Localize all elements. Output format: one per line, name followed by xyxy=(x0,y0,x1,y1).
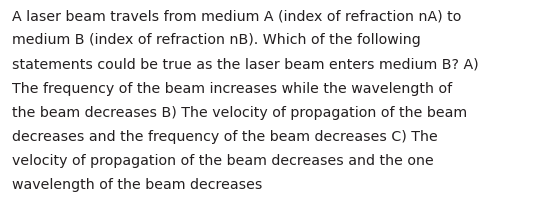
Text: A laser beam travels from medium A (index of refraction nA) to: A laser beam travels from medium A (inde… xyxy=(12,9,461,23)
Text: wavelength of the beam decreases: wavelength of the beam decreases xyxy=(12,178,263,192)
Text: medium B (index of refraction nB). Which of the following: medium B (index of refraction nB). Which… xyxy=(12,33,421,47)
Text: velocity of propagation of the beam decreases and the one: velocity of propagation of the beam decr… xyxy=(12,154,434,168)
Text: statements could be true as the laser beam enters medium B? A): statements could be true as the laser be… xyxy=(12,57,479,71)
Text: the beam decreases B) The velocity of propagation of the beam: the beam decreases B) The velocity of pr… xyxy=(12,106,468,120)
Text: decreases and the frequency of the beam decreases C) The: decreases and the frequency of the beam … xyxy=(12,130,438,144)
Text: The frequency of the beam increases while the wavelength of: The frequency of the beam increases whil… xyxy=(12,82,453,96)
